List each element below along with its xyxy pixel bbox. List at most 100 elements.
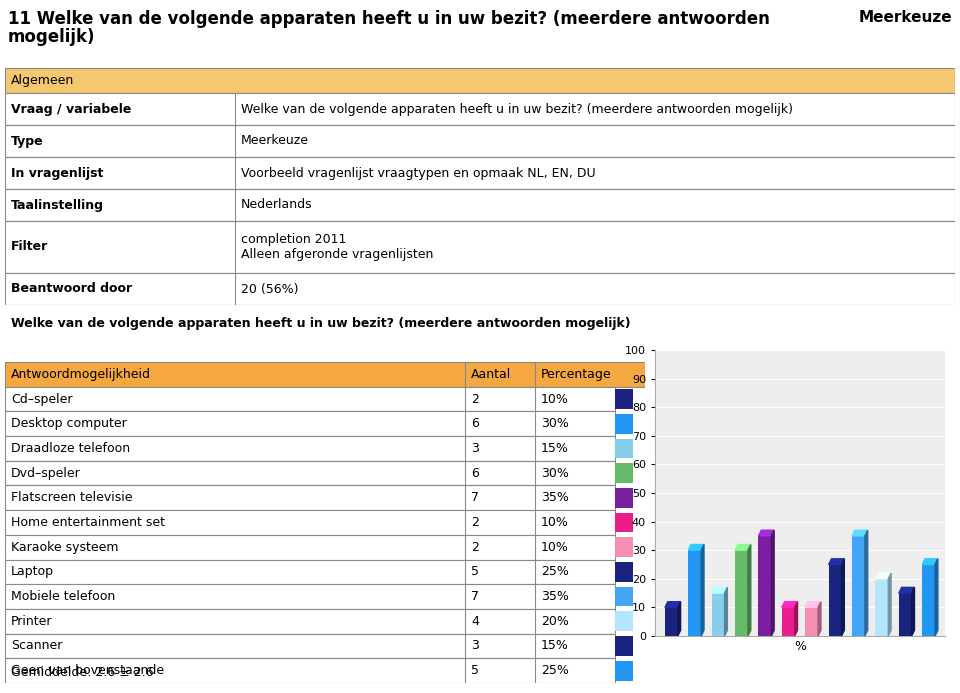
- Text: 10%: 10%: [541, 516, 569, 529]
- Polygon shape: [795, 602, 798, 636]
- Text: In vragenlijst: In vragenlijst: [11, 166, 104, 179]
- Bar: [711, 593, 725, 636]
- Bar: [805, 607, 818, 636]
- Bar: [5, 273, 955, 305]
- Text: 25%: 25%: [541, 664, 569, 677]
- Bar: [615, 513, 633, 532]
- Bar: [5, 559, 615, 584]
- Text: 6: 6: [471, 417, 479, 430]
- Bar: [923, 565, 935, 636]
- Bar: [5, 189, 955, 221]
- Text: 35%: 35%: [541, 590, 569, 603]
- Bar: [688, 550, 701, 636]
- Polygon shape: [912, 588, 915, 636]
- Text: 3: 3: [471, 442, 479, 455]
- Bar: [5, 584, 615, 609]
- Polygon shape: [805, 602, 821, 607]
- Bar: [615, 488, 633, 508]
- Text: Cd–speler: Cd–speler: [11, 392, 73, 405]
- Text: Voorbeeld vragenlijst vraagtypen en opmaak NL, EN, DU: Voorbeeld vragenlijst vraagtypen en opma…: [241, 166, 595, 179]
- Text: Gemiddelde: 2.6 ± 2.6: Gemiddelde: 2.6 ± 2.6: [11, 665, 154, 678]
- Text: 20 (56%): 20 (56%): [241, 283, 299, 295]
- Polygon shape: [758, 530, 774, 536]
- Text: Welke van de volgende apparaten heeft u in uw bezit? (meerdere antwoorden mogeli: Welke van de volgende apparaten heeft u …: [241, 103, 793, 116]
- Text: Karaoke systeem: Karaoke systeem: [11, 541, 118, 554]
- Text: 35%: 35%: [541, 491, 569, 505]
- Text: Nederlands: Nederlands: [241, 198, 313, 211]
- Polygon shape: [771, 530, 774, 636]
- Text: Beantwoord door: Beantwoord door: [11, 283, 132, 295]
- Bar: [899, 593, 912, 636]
- Text: Printer: Printer: [11, 615, 53, 628]
- Bar: [615, 611, 633, 631]
- Text: Laptop: Laptop: [11, 565, 54, 579]
- Bar: [5, 461, 615, 486]
- Bar: [5, 362, 645, 387]
- Polygon shape: [735, 545, 751, 550]
- Polygon shape: [876, 573, 891, 579]
- Polygon shape: [899, 588, 915, 593]
- Text: Aantal: Aantal: [471, 368, 512, 381]
- Text: Antwoordmogelijkheid: Antwoordmogelijkheid: [11, 368, 151, 381]
- Polygon shape: [923, 559, 938, 565]
- Text: Home entertainment set: Home entertainment set: [11, 516, 165, 529]
- Text: 15%: 15%: [541, 640, 569, 653]
- Text: Vraag / variabele: Vraag / variabele: [11, 103, 132, 116]
- Bar: [5, 486, 615, 510]
- Text: 2: 2: [471, 541, 479, 554]
- Text: completion 2011: completion 2011: [241, 233, 347, 246]
- Text: 30%: 30%: [541, 417, 569, 430]
- Text: 25%: 25%: [541, 565, 569, 579]
- Text: Welke van de volgende apparaten heeft u in uw bezit? (meerdere antwoorden mogeli: Welke van de volgende apparaten heeft u …: [11, 317, 631, 331]
- Text: Meerkeuze: Meerkeuze: [241, 134, 309, 148]
- Bar: [615, 636, 633, 656]
- Bar: [615, 414, 633, 434]
- Bar: [5, 387, 615, 412]
- Text: 2: 2: [471, 392, 479, 405]
- Polygon shape: [828, 559, 844, 565]
- Text: 7: 7: [471, 491, 479, 505]
- Text: Percentage: Percentage: [541, 368, 612, 381]
- Bar: [5, 412, 615, 436]
- Text: mogelijk): mogelijk): [8, 28, 95, 46]
- Text: Draadloze telefoon: Draadloze telefoon: [11, 442, 131, 455]
- Bar: [5, 436, 615, 461]
- Bar: [665, 607, 678, 636]
- Polygon shape: [818, 602, 821, 636]
- Text: 6: 6: [471, 466, 479, 480]
- Text: 3: 3: [471, 640, 479, 653]
- Bar: [758, 536, 771, 636]
- Bar: [5, 68, 955, 93]
- Text: 10%: 10%: [541, 541, 569, 554]
- Bar: [876, 579, 888, 636]
- Bar: [615, 463, 633, 483]
- Polygon shape: [781, 602, 798, 607]
- Bar: [5, 535, 615, 559]
- Text: 5: 5: [471, 565, 479, 579]
- Polygon shape: [688, 545, 704, 550]
- Text: 20%: 20%: [541, 615, 569, 628]
- Bar: [615, 587, 633, 606]
- Polygon shape: [748, 545, 751, 636]
- Text: Dvd–speler: Dvd–speler: [11, 466, 81, 480]
- Text: 5: 5: [471, 664, 479, 677]
- Text: 10%: 10%: [541, 392, 569, 405]
- Text: Desktop computer: Desktop computer: [11, 417, 127, 430]
- Text: Type: Type: [11, 134, 43, 148]
- Bar: [5, 609, 615, 633]
- Polygon shape: [678, 602, 681, 636]
- Text: Geen van bovenstaande: Geen van bovenstaande: [11, 664, 164, 677]
- Bar: [615, 537, 633, 557]
- Text: Algemeen: Algemeen: [11, 74, 74, 87]
- Text: 30%: 30%: [541, 466, 569, 480]
- Bar: [615, 439, 633, 458]
- Bar: [5, 157, 955, 189]
- Bar: [5, 633, 615, 658]
- Bar: [5, 125, 955, 157]
- Text: Mobiele telefoon: Mobiele telefoon: [11, 590, 115, 603]
- Polygon shape: [701, 545, 704, 636]
- Polygon shape: [852, 530, 868, 536]
- Polygon shape: [665, 602, 681, 607]
- Bar: [852, 536, 865, 636]
- Text: 2: 2: [471, 516, 479, 529]
